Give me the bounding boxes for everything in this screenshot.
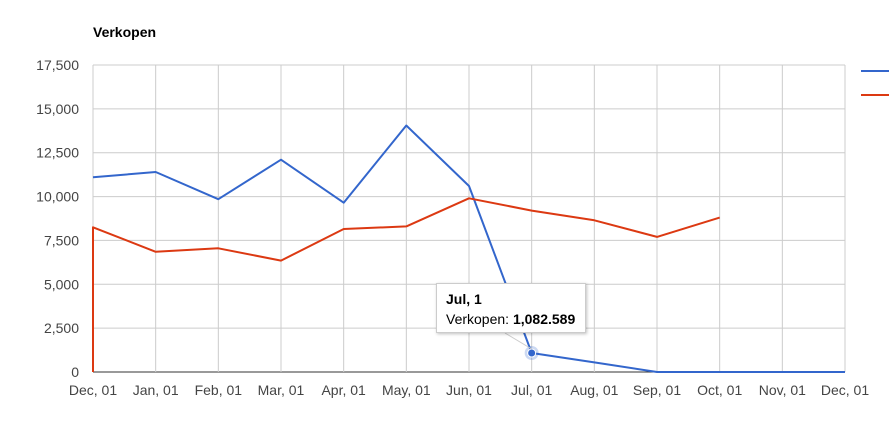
chart-title: Verkopen — [93, 24, 156, 40]
y-tick-label: 7,500 — [44, 232, 79, 248]
x-tick-label: Sep, 01 — [633, 382, 681, 398]
x-tick-label: Dec, 01 — [821, 382, 869, 398]
tooltip-row: Verkopen: 1,082.589 — [446, 309, 576, 329]
legend[interactable] — [861, 70, 889, 96]
series-lines — [92, 124, 845, 373]
x-tick-label: Jun, 01 — [446, 382, 492, 398]
series-line-0[interactable] — [92, 124, 845, 373]
y-tick-label: 5,000 — [44, 276, 79, 292]
tooltip-pointer — [504, 332, 532, 350]
y-axis-tick-labels: 0 2,500 5,000 7,500 10,000 12,500 15,000 17,500 — [36, 57, 79, 380]
x-tick-label: May, 01 — [382, 382, 431, 398]
y-tick-label: 12,500 — [36, 145, 79, 161]
x-tick-label: Dec, 01 — [69, 382, 117, 398]
x-tick-label: Jul, 01 — [511, 382, 552, 398]
x-tick-label: Apr, 01 — [321, 382, 366, 398]
tooltip-title: Jul, 1 — [446, 291, 482, 307]
y-tick-label: 10,000 — [36, 189, 79, 205]
y-tick-label: 15,000 — [36, 101, 79, 117]
x-tick-label: Nov, 01 — [759, 382, 806, 398]
x-tick-label: Aug, 01 — [570, 382, 618, 398]
highlighted-point[interactable] — [527, 348, 537, 358]
x-tick-label: Oct, 01 — [697, 382, 742, 398]
x-tick-label: Feb, 01 — [195, 382, 243, 398]
y-tick-label: 0 — [71, 364, 79, 380]
x-tick-label: Mar, 01 — [258, 382, 305, 398]
x-axis-tick-labels: Dec, 01 Jan, 01 Feb, 01 Mar, 01 Apr, 01 May, … — [69, 382, 869, 398]
series-line-1[interactable] — [92, 197, 720, 372]
tooltip-value: 1,082.589 — [512, 311, 576, 327]
tooltip-label: Verkopen: — [446, 311, 510, 327]
x-tick-label: Jan, 01 — [133, 382, 179, 398]
tooltip: Jul, 1 Verkopen: 1,082.589 — [436, 283, 586, 333]
y-tick-label: 17,500 — [36, 57, 79, 73]
vertical-gridlines — [92, 65, 846, 372]
y-tick-label: 2,500 — [44, 320, 79, 336]
highlighted-point-layer — [504, 332, 539, 361]
